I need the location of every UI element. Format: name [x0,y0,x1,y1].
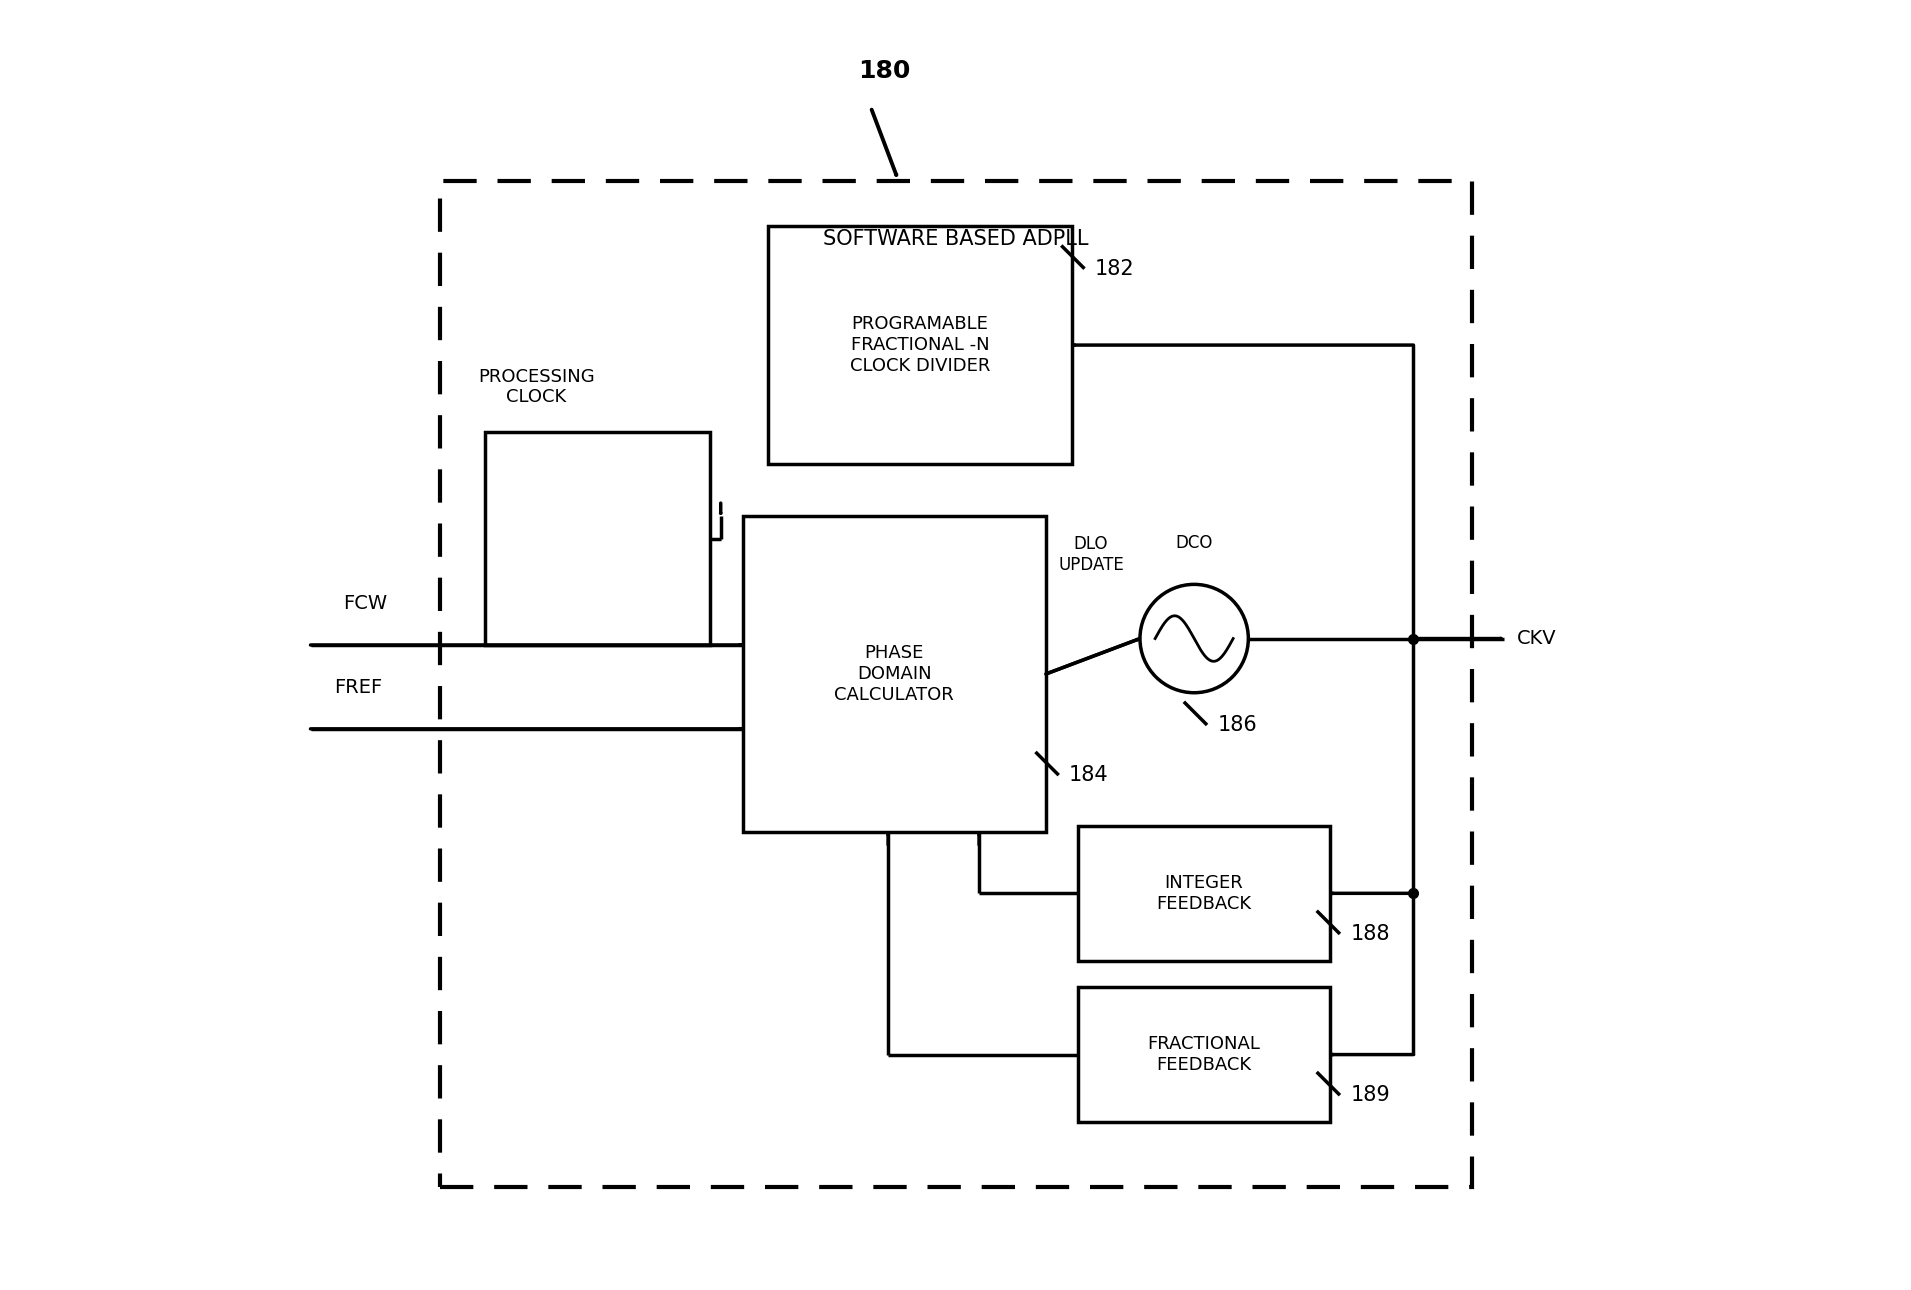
Text: 184: 184 [1068,765,1108,786]
Text: 188: 188 [1351,924,1389,944]
Bar [1078,987,1330,1122]
Text: FRACTIONAL
FEEDBACK: FRACTIONAL FEEDBACK [1147,1035,1259,1075]
Bar [743,516,1045,832]
Text: PROGRAMABLE
FRACTIONAL -N
CLOCK DIVIDER: PROGRAMABLE FRACTIONAL -N CLOCK DIVIDER [850,315,990,375]
Bar [440,181,1471,1187]
Text: CKV: CKV [1517,630,1556,648]
Text: DCO: DCO [1175,534,1213,552]
Text: FCW: FCW [342,593,386,613]
Bar [485,432,711,645]
Text: INTEGER
FEEDBACK: INTEGER FEEDBACK [1156,873,1252,913]
Text: 180: 180 [858,59,912,83]
Text: PHASE
DOMAIN
CALCULATOR: PHASE DOMAIN CALCULATOR [835,644,954,704]
Bar [1078,826,1330,961]
Bar [768,226,1072,464]
Text: SOFTWARE BASED ADPLL: SOFTWARE BASED ADPLL [824,228,1087,249]
Text: 186: 186 [1217,715,1257,735]
Text: 189: 189 [1351,1085,1389,1106]
Text: DLO
UPDATE: DLO UPDATE [1059,535,1124,574]
Text: FREF: FREF [334,677,382,697]
Text: PROCESSING
CLOCK: PROCESSING CLOCK [478,368,594,406]
Text: 182: 182 [1095,259,1135,279]
